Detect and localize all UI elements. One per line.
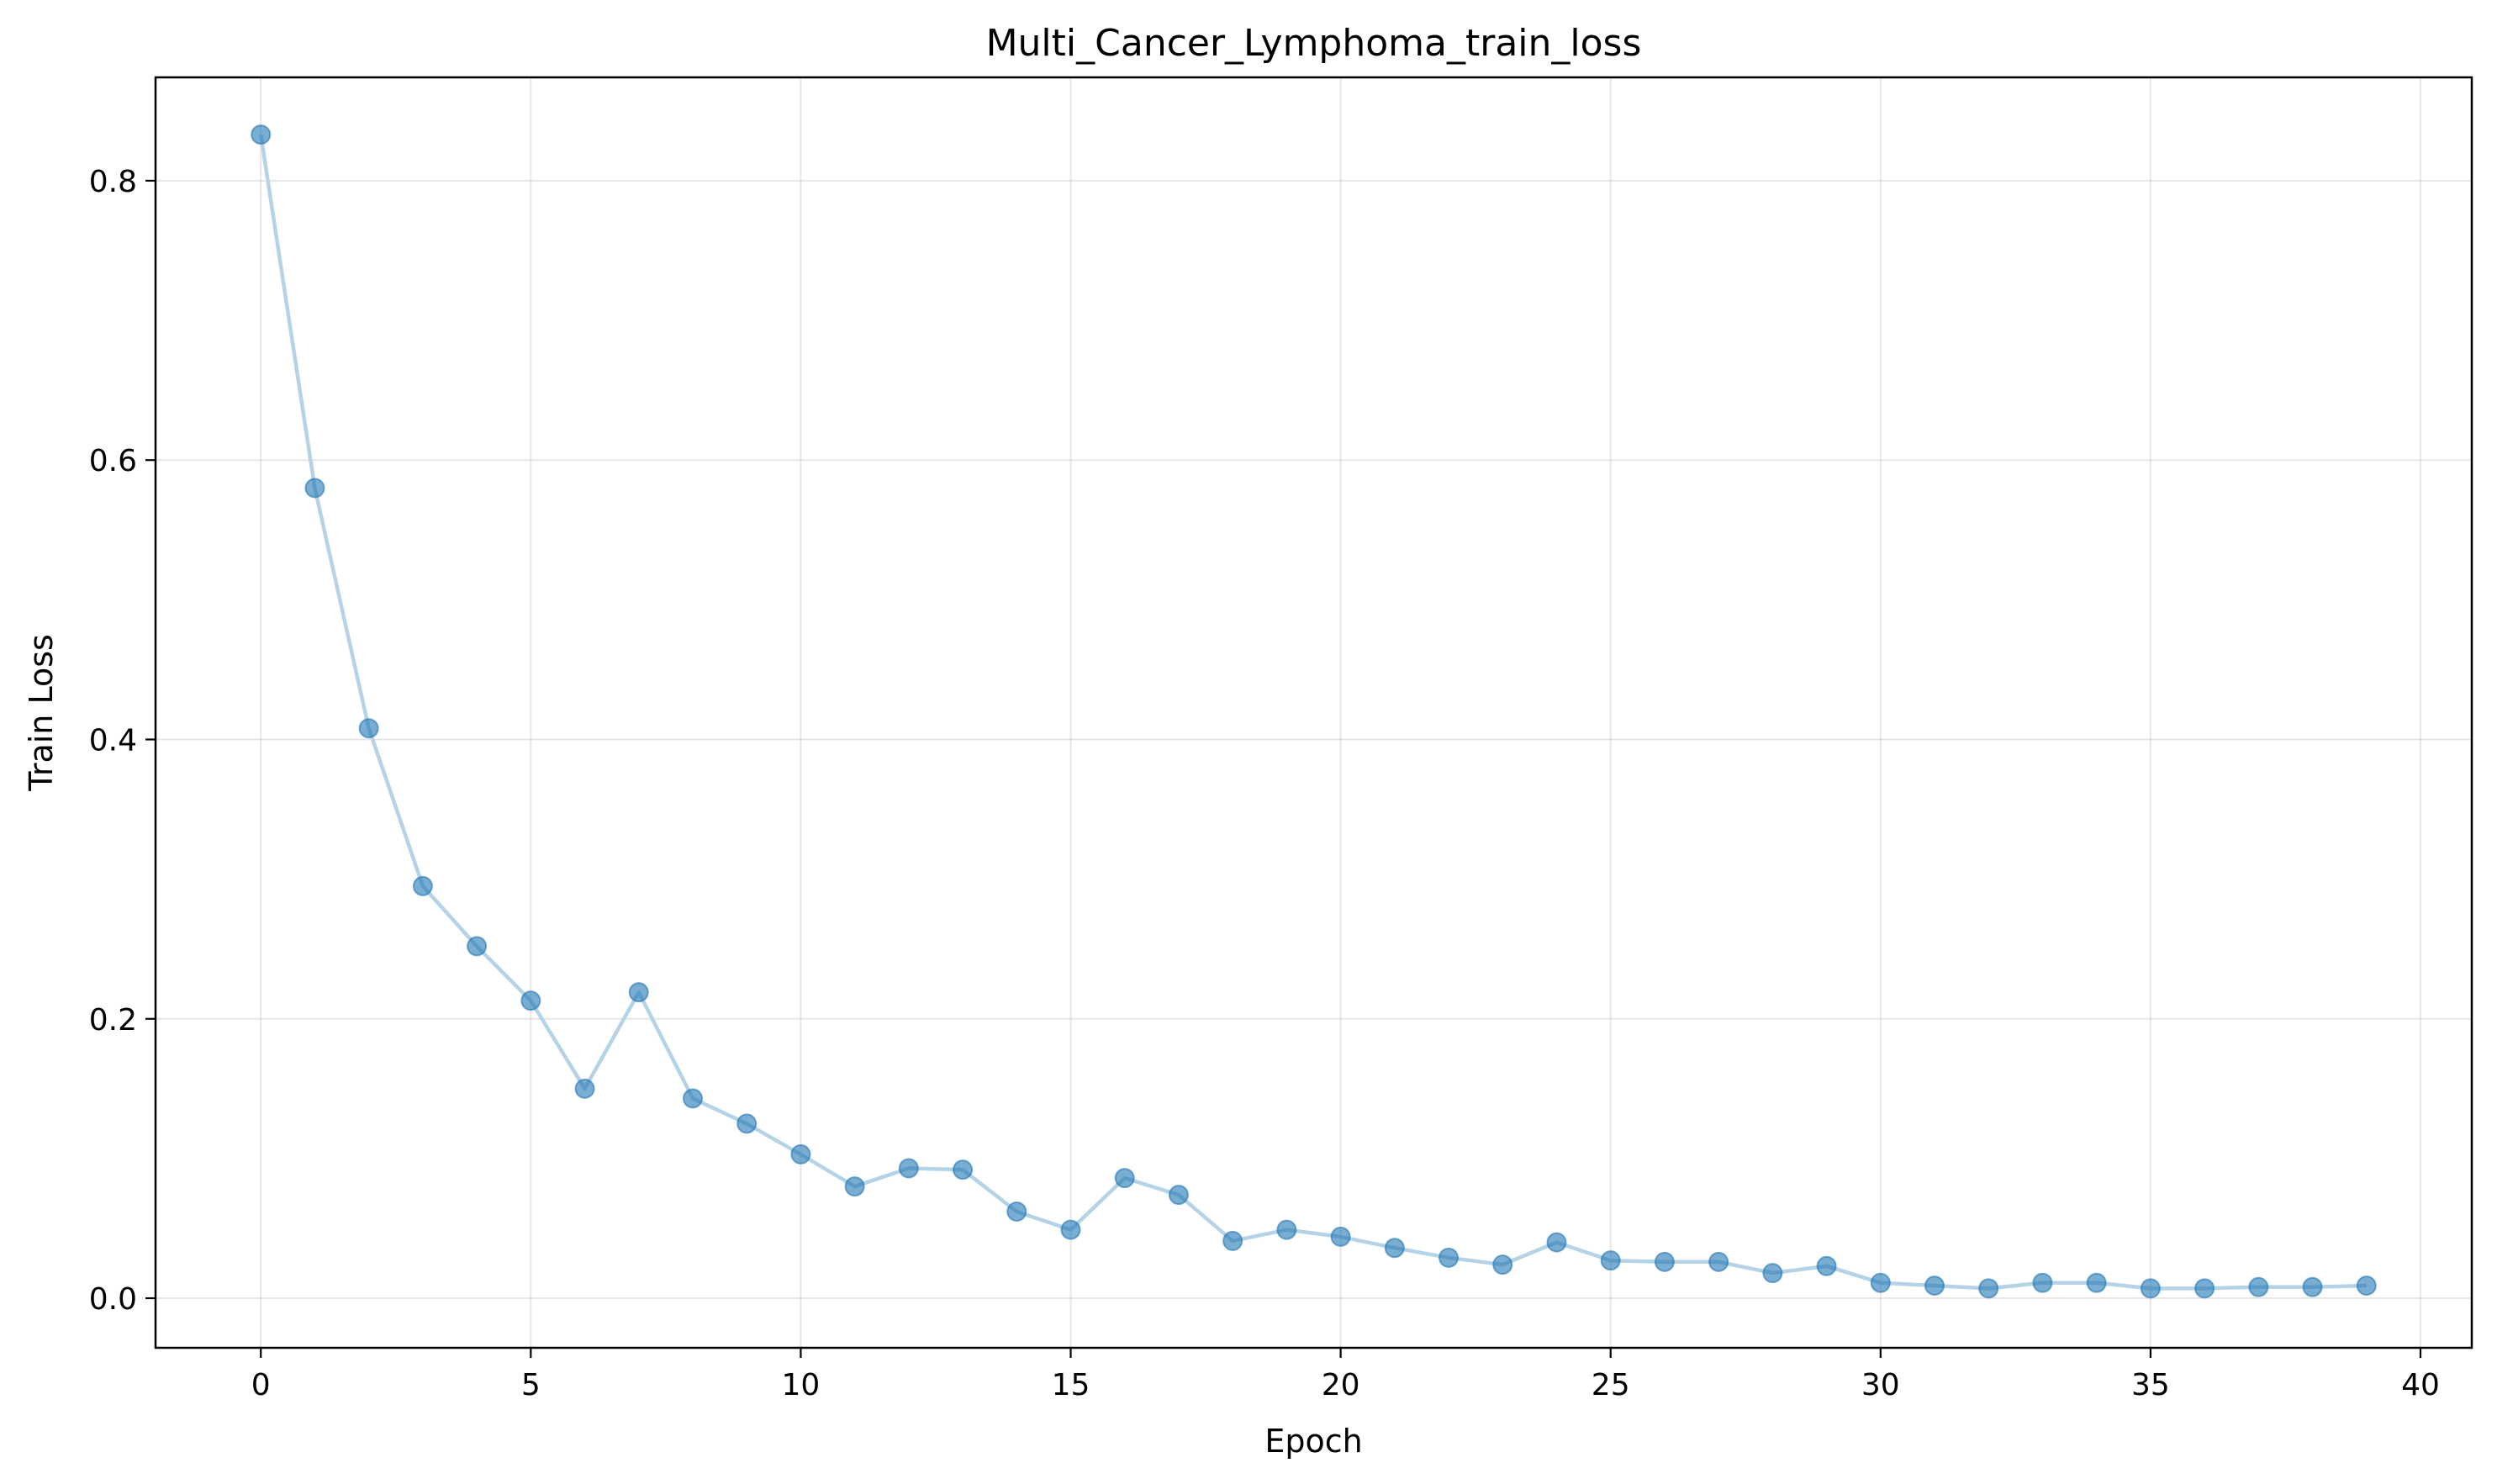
- data-point: [467, 936, 488, 957]
- data-point: [2086, 1272, 2107, 1293]
- data-point: [790, 1143, 811, 1164]
- data-point: [251, 124, 272, 145]
- y-tick-label: 0.6: [89, 444, 137, 478]
- data-point: [628, 982, 649, 1003]
- data-point: [953, 1159, 974, 1180]
- x-tick-label: 40: [2401, 1368, 2440, 1402]
- data-point: [1978, 1278, 1999, 1299]
- y-tick-label: 0.4: [89, 723, 137, 758]
- data-point: [1816, 1255, 1837, 1276]
- series-group: [251, 124, 2377, 1299]
- data-point: [2302, 1276, 2323, 1297]
- data-point: [1870, 1272, 1891, 1293]
- data-point: [1708, 1251, 1729, 1272]
- data-point: [1276, 1219, 1297, 1240]
- data-point: [1924, 1275, 1945, 1297]
- data-point: [2140, 1278, 2161, 1299]
- data-point: [1439, 1247, 1460, 1268]
- x-tick-label: 35: [2131, 1368, 2170, 1402]
- data-point: [2194, 1278, 2215, 1299]
- x-tick-label: 15: [1052, 1368, 1090, 1402]
- data-point: [358, 718, 379, 739]
- data-point: [1654, 1251, 1675, 1272]
- data-point: [736, 1113, 758, 1134]
- data-point: [2248, 1276, 2269, 1297]
- grid: [156, 77, 2472, 1348]
- data-point: [1060, 1219, 1081, 1240]
- y-tick-label: 0.0: [89, 1282, 137, 1317]
- data-point: [412, 875, 433, 896]
- data-point: [304, 478, 325, 499]
- x-tick-label: 30: [1861, 1368, 1900, 1402]
- data-point: [898, 1158, 919, 1179]
- data-point: [520, 990, 541, 1011]
- data-point: [1492, 1254, 1513, 1275]
- chart-title: Multi_Cancer_Lymphoma_train_loss: [986, 22, 1642, 65]
- y-tick-label: 0.8: [89, 165, 137, 199]
- plot-frame: [154, 76, 2473, 1349]
- data-point: [1114, 1168, 1135, 1189]
- x-tick-label: 0: [251, 1368, 271, 1402]
- data-point: [1600, 1250, 1621, 1271]
- x-tick-label: 20: [1322, 1368, 1360, 1402]
- data-point: [682, 1088, 703, 1109]
- data-point: [1222, 1230, 1243, 1251]
- data-point: [1546, 1232, 1567, 1253]
- data-point: [1168, 1185, 1189, 1206]
- y-tick-label: 0.2: [89, 1003, 137, 1038]
- y-axis-label: Train Loss: [23, 634, 60, 792]
- plot-area: [156, 77, 2472, 1348]
- x-axis-label: Epoch: [1264, 1423, 1362, 1460]
- data-point: [574, 1078, 595, 1099]
- ticks: 0 5 10 15 20 25 30 35 40 0.0 0.2 0.4 0.6 0.8: [89, 165, 2440, 1402]
- x-tick-label: 5: [521, 1368, 541, 1402]
- data-point: [844, 1176, 865, 1197]
- x-tick-label: 10: [782, 1368, 821, 1402]
- data-point: [1006, 1201, 1027, 1223]
- data-point: [1762, 1263, 1783, 1284]
- series-line: [258, 134, 2367, 1291]
- data-point: [2356, 1275, 2377, 1297]
- data-point: [2032, 1272, 2053, 1293]
- x-tick-label: 25: [1592, 1368, 1630, 1402]
- data-point: [1384, 1238, 1405, 1259]
- data-point: [1330, 1226, 1351, 1247]
